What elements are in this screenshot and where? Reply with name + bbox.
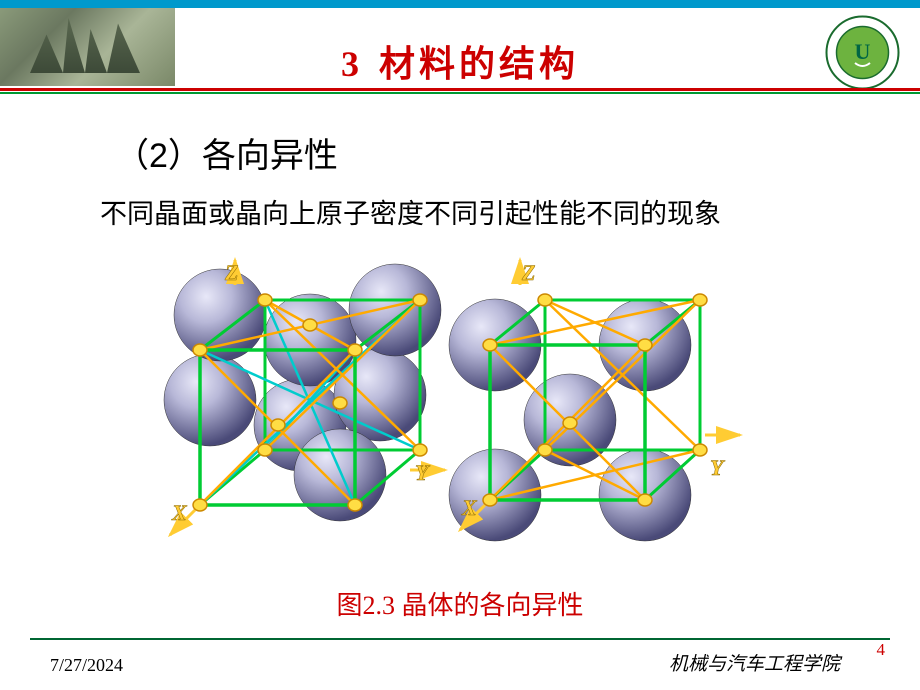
top-accent-bar [0, 0, 920, 8]
section-subtitle: （2）各向异性 [115, 128, 338, 177]
footer-date: 7/27/2024 [50, 655, 123, 676]
svg-text:X: X [171, 500, 188, 525]
footer-divider [30, 638, 890, 640]
page-number: 4 [877, 640, 886, 660]
svg-text:Z: Z [521, 260, 535, 285]
title-text: 材料的结构 [379, 44, 579, 84]
section-description: 不同晶面或晶向上原子密度不同引起性能不同的现象 [100, 192, 721, 231]
svg-text:Y: Y [710, 455, 726, 480]
footer-department: 机械与汽车工程学院 [669, 649, 840, 676]
svg-text:Z: Z [224, 260, 238, 285]
figure-caption: 图2.3 晶体的各向异性 [0, 585, 920, 622]
chapter-number: 3 [341, 44, 363, 84]
slide-title: 3 材料的结构 [0, 35, 920, 87]
crystal-diagrams: Z Y X Z Y X [150, 255, 770, 565]
green-divider [0, 92, 920, 94]
svg-text:Y: Y [415, 460, 431, 485]
red-divider [0, 88, 920, 91]
svg-text:X: X [461, 495, 478, 520]
